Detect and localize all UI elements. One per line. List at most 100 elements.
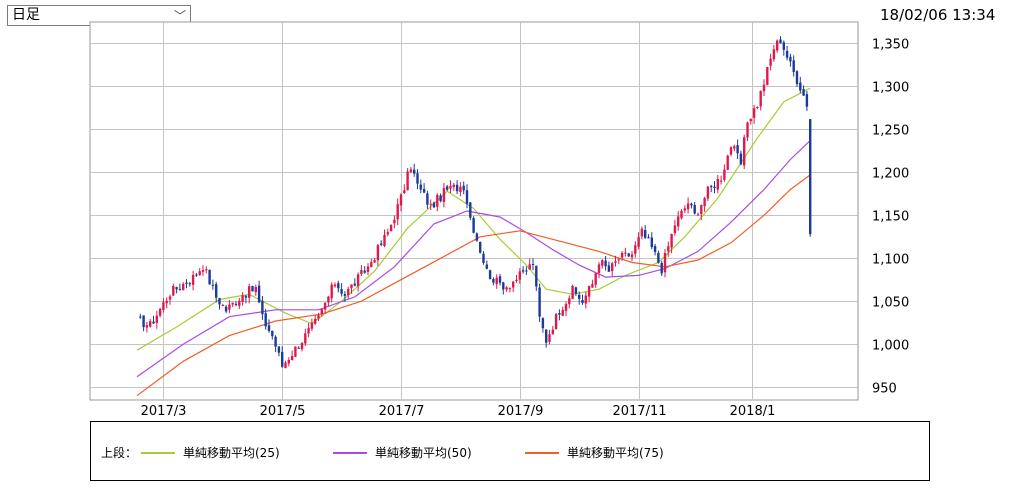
candle xyxy=(211,279,215,290)
candle-body xyxy=(634,245,637,254)
candle xyxy=(525,266,528,275)
candle xyxy=(208,269,211,285)
candle xyxy=(228,300,231,314)
candle xyxy=(413,163,416,177)
candle-body xyxy=(809,119,812,235)
candle xyxy=(739,150,743,166)
candlesticks xyxy=(139,36,812,369)
candle-body xyxy=(343,294,347,296)
candle-body xyxy=(713,186,716,188)
candle xyxy=(657,250,660,264)
candle xyxy=(769,53,772,71)
candle-body xyxy=(175,287,178,290)
candle xyxy=(380,240,383,247)
candle-body xyxy=(545,329,548,343)
candle-body xyxy=(769,58,772,66)
candle-body xyxy=(383,234,386,246)
candle-body xyxy=(393,219,396,224)
candle xyxy=(677,211,680,231)
candle-body xyxy=(736,145,739,154)
candle xyxy=(759,90,762,111)
candle xyxy=(772,44,776,62)
candle-body xyxy=(663,253,667,273)
candle-body xyxy=(564,304,568,311)
candle-body xyxy=(591,284,594,288)
candle-body xyxy=(538,287,541,317)
candle-body xyxy=(241,295,244,302)
candle-body xyxy=(330,284,333,299)
candle xyxy=(218,297,221,310)
candle-body xyxy=(561,310,564,316)
candle-body xyxy=(406,171,409,191)
candle-body xyxy=(211,284,215,286)
candle xyxy=(182,282,185,291)
candle-body xyxy=(353,283,356,286)
x-tick-label: 2017/11 xyxy=(612,404,666,419)
candle xyxy=(574,286,578,296)
candle-body xyxy=(521,270,525,272)
legend-prefix: 上段： xyxy=(101,446,138,460)
candle xyxy=(139,313,142,319)
candle-body xyxy=(399,194,403,206)
candle xyxy=(251,285,254,292)
candle-body xyxy=(624,252,627,254)
candle xyxy=(601,259,604,269)
candle xyxy=(515,275,518,283)
candle-body xyxy=(277,346,281,353)
candle xyxy=(363,266,366,274)
candle-body xyxy=(644,230,647,238)
candle xyxy=(149,318,152,328)
candle xyxy=(766,66,769,86)
x-tick-label: 2017/7 xyxy=(379,404,425,419)
candle xyxy=(254,284,257,296)
candle-body xyxy=(162,302,165,310)
candle xyxy=(809,119,812,237)
candle xyxy=(436,193,439,212)
candle xyxy=(330,282,333,303)
candle xyxy=(538,283,541,322)
candle xyxy=(545,329,548,348)
candle xyxy=(142,315,145,332)
candle-body xyxy=(155,315,158,323)
candle xyxy=(158,307,162,318)
candle-body xyxy=(191,274,195,285)
candle xyxy=(779,36,782,44)
candle-body xyxy=(208,269,211,285)
candle xyxy=(617,258,620,265)
candle xyxy=(640,226,644,240)
ma-line-0 xyxy=(136,87,811,351)
candle xyxy=(300,342,304,352)
candle xyxy=(792,55,795,77)
candle xyxy=(284,360,287,369)
candle xyxy=(607,261,611,272)
candle xyxy=(465,184,469,209)
candle-body xyxy=(304,333,307,344)
candle-body xyxy=(512,281,515,288)
candle xyxy=(373,258,376,263)
candle-body xyxy=(446,186,449,190)
legend-swatch-ma25 xyxy=(141,451,175,454)
candle-body xyxy=(290,356,294,361)
candle xyxy=(409,167,413,173)
candle xyxy=(756,106,759,110)
candle xyxy=(353,278,356,287)
candle-body xyxy=(389,224,393,232)
candle-body xyxy=(706,186,710,199)
candle xyxy=(591,279,594,288)
candle-body xyxy=(195,274,198,276)
candle xyxy=(472,216,475,234)
candle-body xyxy=(459,186,462,192)
candle xyxy=(578,291,581,305)
candle-body xyxy=(607,265,611,272)
candle xyxy=(175,286,178,294)
candle-body xyxy=(261,300,264,315)
candle-body xyxy=(307,328,310,334)
candle xyxy=(690,202,693,209)
chevron-down-icon[interactable]: ﹀ xyxy=(173,9,186,23)
candle-body xyxy=(294,346,297,357)
candle xyxy=(614,255,617,267)
legend: 上段： 単純移動平均(25) 単純移動平均(50) 単純移動平均(75) xyxy=(90,421,930,481)
candle-body xyxy=(799,82,802,91)
candle-body xyxy=(274,336,277,347)
candle-body xyxy=(287,360,290,364)
